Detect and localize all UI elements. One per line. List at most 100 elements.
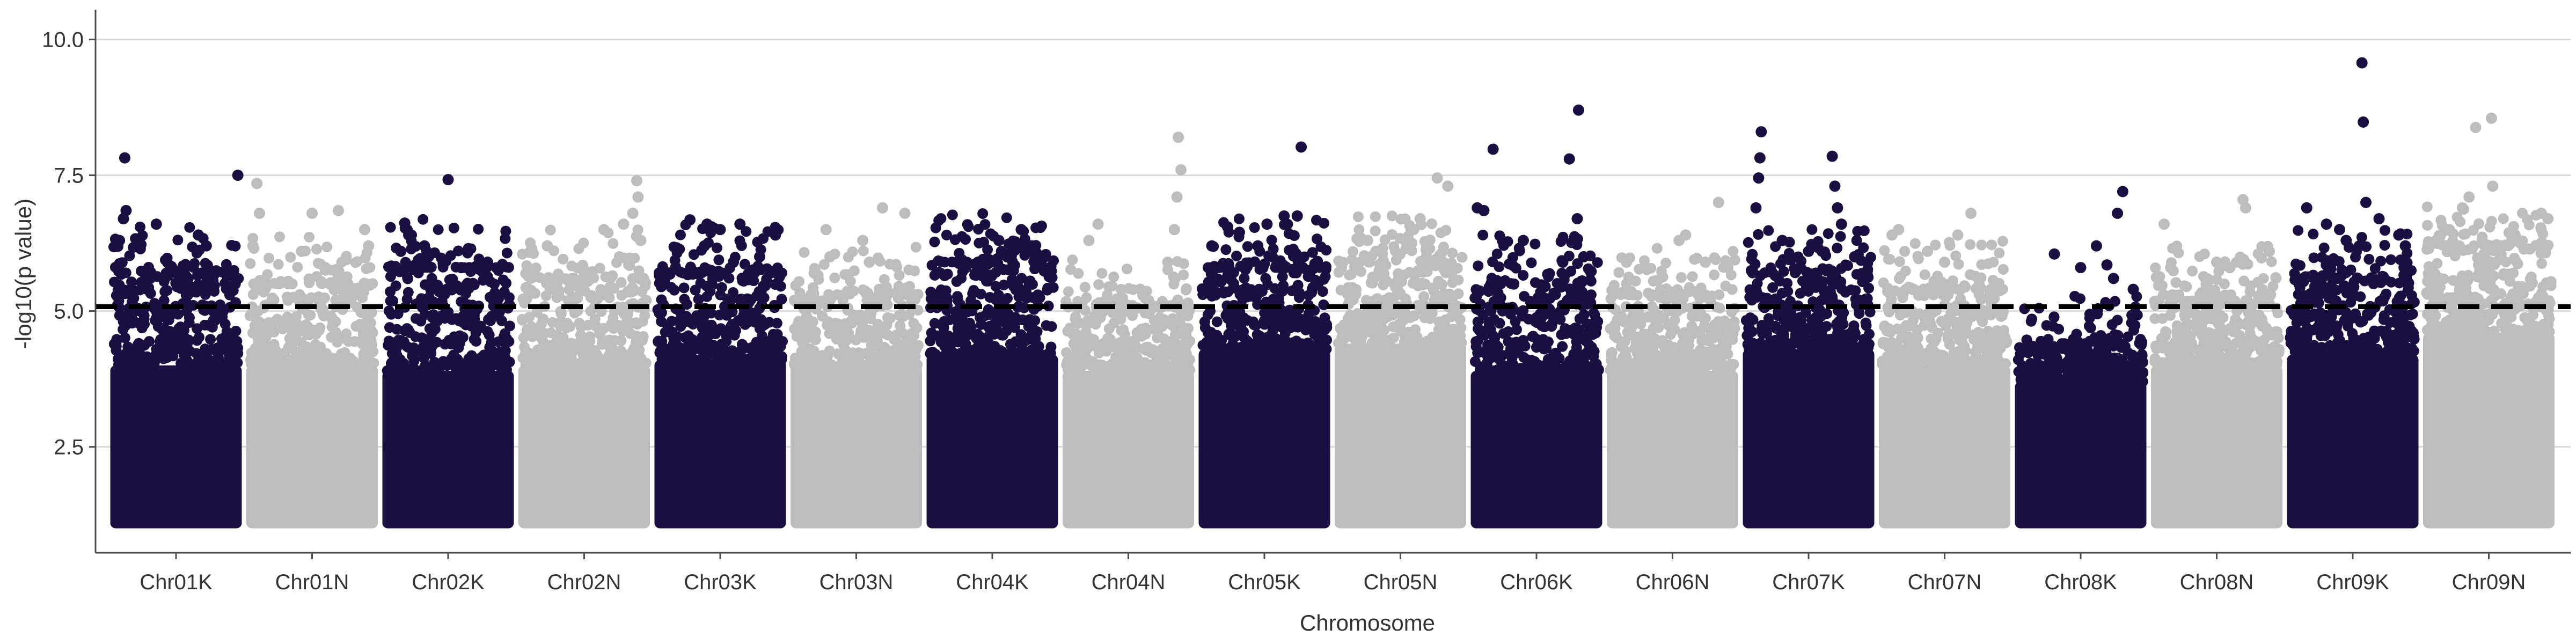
snp-point — [1447, 247, 1458, 259]
snp-point — [209, 345, 221, 356]
snp-point — [1225, 320, 1236, 331]
snp-point — [810, 334, 821, 346]
snp-point — [391, 350, 402, 362]
snp-point — [1485, 278, 1497, 289]
snp-point — [983, 257, 994, 268]
chromosome-points-Chr01N — [244, 178, 379, 529]
snp-point — [1929, 336, 1940, 347]
snp-point — [1764, 266, 1775, 277]
snp-point — [415, 316, 427, 327]
snp-point — [1669, 324, 1680, 335]
snp-point — [1196, 283, 1208, 295]
snp-point — [1519, 291, 1530, 302]
snp-point — [341, 328, 352, 339]
peak-point — [193, 229, 204, 241]
snp-point — [608, 238, 619, 249]
snp-point — [1242, 241, 1253, 252]
snp-point — [1393, 268, 1404, 279]
snp-point — [162, 285, 173, 296]
snp-point — [770, 222, 781, 233]
snp-point — [1453, 288, 1464, 299]
snp-point — [1292, 280, 1304, 291]
snp-point — [601, 285, 612, 296]
peak-point — [1175, 164, 1187, 175]
chromosome-points-Chr03N — [788, 202, 924, 529]
snp-point — [301, 329, 312, 340]
snp-point — [766, 267, 777, 279]
snp-point — [496, 315, 507, 326]
peak-point — [1252, 240, 1264, 252]
peak-point — [1829, 180, 1841, 192]
snp-point — [2272, 308, 2284, 319]
snp-point — [696, 354, 707, 365]
snp-point — [553, 285, 565, 296]
peak-point — [1557, 257, 1569, 268]
snp-point — [205, 334, 216, 345]
snp-point — [764, 354, 775, 365]
snp-point — [247, 306, 258, 318]
snp-point — [671, 242, 682, 253]
snp-point — [1436, 247, 1447, 259]
peak-point — [1362, 235, 1373, 246]
snp-point — [575, 321, 587, 333]
snp-point — [247, 289, 259, 300]
snp-point — [1689, 254, 1700, 265]
snp-point — [1309, 329, 1320, 340]
peak-point — [359, 224, 370, 236]
snp-point — [996, 329, 1007, 340]
snp-point — [393, 334, 405, 346]
snp-point — [1001, 212, 1012, 223]
snp-point — [724, 324, 736, 335]
snp-point — [843, 269, 854, 280]
snp-point — [1297, 343, 1308, 355]
snp-point — [424, 362, 435, 374]
peak-point — [200, 240, 212, 252]
snp-point — [2135, 335, 2147, 346]
snp-point — [1620, 348, 1631, 359]
snp-point — [639, 310, 650, 321]
snp-point — [501, 277, 512, 289]
peak-point — [1621, 257, 1633, 268]
snp-point — [287, 320, 298, 331]
snp-point — [552, 341, 564, 353]
peak-point — [363, 240, 375, 252]
snp-point — [1164, 317, 1175, 328]
snp-point — [306, 292, 317, 303]
snp-point — [331, 335, 342, 347]
snp-point — [1487, 330, 1498, 341]
snp-point — [835, 350, 846, 361]
snp-point — [1687, 325, 1698, 336]
peak-point — [1296, 141, 1307, 153]
snp-point — [1591, 322, 1602, 333]
peak-point — [1168, 224, 1180, 236]
snp-point — [1311, 233, 1322, 245]
peak-point — [2117, 186, 2128, 197]
snp-point — [503, 292, 515, 303]
snp-point — [1418, 291, 1430, 302]
snp-point — [316, 277, 327, 289]
snp-point — [448, 222, 459, 233]
snp-point — [956, 231, 968, 242]
snp-point — [486, 355, 497, 367]
snp-point — [1531, 317, 1542, 328]
snp-point — [869, 331, 881, 342]
snp-point — [557, 273, 568, 284]
snp-point — [437, 258, 449, 269]
snp-point — [685, 261, 696, 273]
snp-point — [982, 309, 993, 320]
snp-point — [1096, 268, 1108, 279]
dense-region-Chr02K — [382, 370, 514, 529]
snp-point — [1650, 351, 1662, 362]
snp-point — [1309, 316, 1321, 327]
snp-point — [1477, 346, 1488, 357]
snp-point — [596, 339, 608, 350]
snp-point — [290, 348, 302, 360]
snp-point — [882, 330, 894, 341]
snp-point — [385, 358, 397, 369]
snp-point — [1914, 357, 1925, 369]
snp-point — [657, 261, 668, 272]
snp-point — [1743, 237, 1754, 248]
snp-point — [1968, 308, 1980, 319]
snp-point — [572, 359, 583, 370]
peak-point — [1722, 262, 1733, 274]
